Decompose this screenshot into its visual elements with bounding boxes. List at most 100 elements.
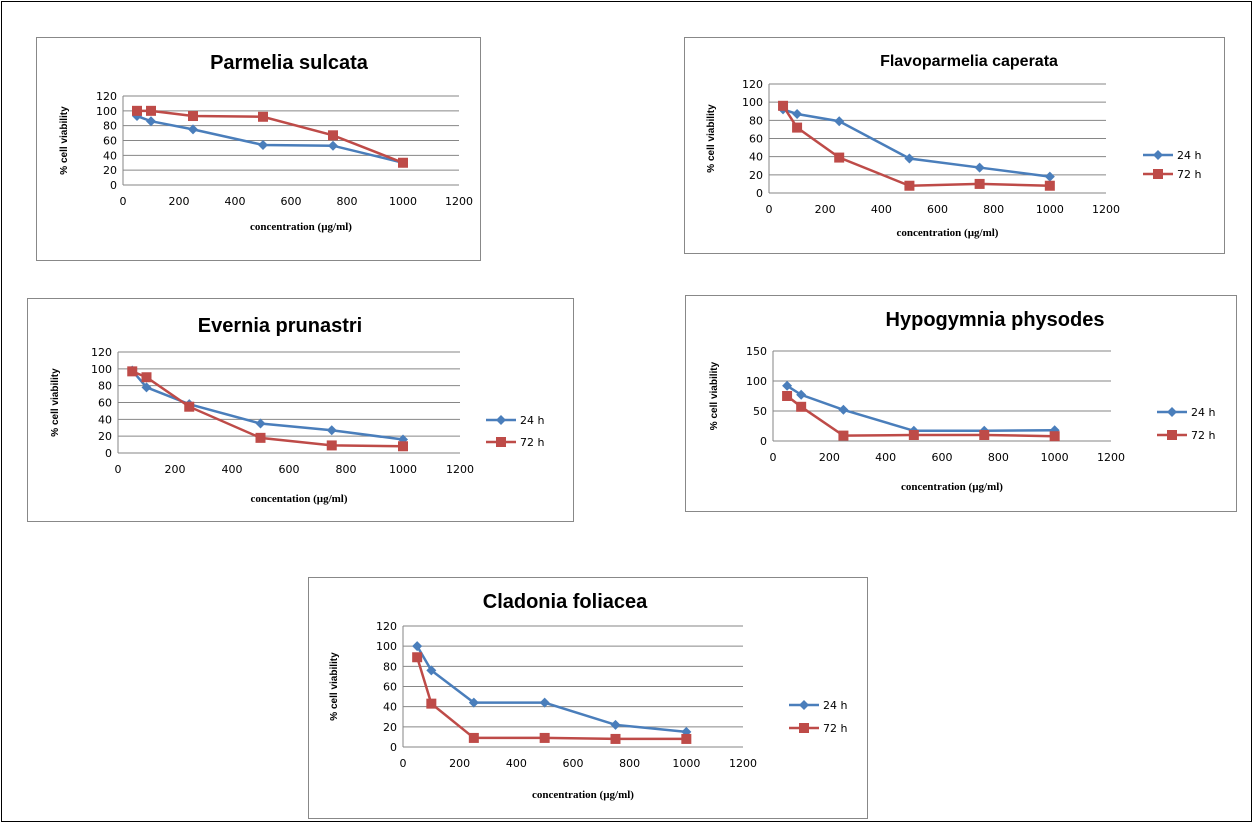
y-tick-label: 80 [98, 380, 112, 393]
x-tick-label: 200 [815, 203, 836, 216]
data-point-24h [834, 116, 845, 127]
data-point-24h [258, 139, 268, 150]
x-tick-label: 1200 [1097, 451, 1125, 464]
data-point-72h [398, 441, 408, 452]
y-tick-label: 80 [749, 114, 763, 127]
data-point-72h [188, 111, 198, 122]
legend-label: 72 h [1177, 168, 1201, 181]
chart-panel-evernia-prunastri: Evernia prunastri 0 20 40 60 80 100 120 0 200 400 6… [27, 298, 574, 522]
legend-marker [1167, 430, 1177, 440]
y-tick-label: 120 [376, 620, 397, 633]
data-point-24h [904, 153, 915, 164]
data-point-72h [782, 391, 793, 401]
x-tick-label: 400 [225, 195, 246, 208]
y-tick-label: 60 [383, 681, 397, 694]
y-tick-label: 100 [96, 105, 117, 118]
x-tick-label: 0 [120, 195, 127, 208]
x-tick-label: 400 [871, 203, 892, 216]
data-point-72h [412, 652, 423, 663]
x-tick-label: 800 [619, 757, 640, 770]
legend-marker [1153, 169, 1163, 179]
data-point-72h [328, 130, 338, 141]
x-tick-label: 1000 [389, 463, 417, 476]
data-point-72h [796, 401, 807, 412]
x-tick-label: 200 [449, 757, 470, 770]
legend-marker [496, 437, 506, 447]
legend-label: 72 h [1191, 429, 1215, 442]
data-point-72h [908, 430, 919, 440]
x-axis-label: concentration (µg/ml) [250, 221, 352, 233]
legend-marker [1167, 407, 1177, 417]
x-tick-label: 200 [165, 463, 186, 476]
data-point-72h [610, 733, 621, 744]
x-tick-label: 0 [770, 451, 777, 464]
y-tick-label: 0 [756, 187, 763, 200]
x-axis-label: concentration (µg/ml) [901, 481, 1003, 493]
data-point-72h [132, 105, 142, 116]
data-point-24h [1044, 171, 1055, 182]
y-tick-label: 40 [98, 413, 112, 426]
y-axis-label: % cell viability [709, 361, 720, 430]
y-axis-label: % cell viability [706, 104, 717, 173]
x-tick-label: 1000 [672, 757, 700, 770]
x-tick-label: 400 [875, 451, 896, 464]
x-tick-label: 1200 [446, 463, 474, 476]
x-tick-label: 200 [169, 195, 190, 208]
x-tick-label: 0 [115, 463, 122, 476]
legend-label: 72 h [823, 722, 847, 735]
data-point-72h [255, 432, 266, 443]
chart-title: Cladonia foliacea [483, 591, 648, 613]
x-tick-label: 1200 [445, 195, 473, 208]
y-tick-label: 20 [98, 430, 112, 443]
data-point-72h [979, 430, 990, 440]
y-axis-label: % cell viability [59, 106, 70, 175]
legend-marker [799, 700, 809, 710]
data-point-72h [834, 152, 845, 163]
data-point-72h [792, 122, 803, 133]
y-tick-label: 100 [91, 363, 112, 376]
data-point-72h [326, 440, 337, 451]
data-point-72h [184, 401, 195, 412]
x-tick-label: 200 [819, 451, 840, 464]
y-tick-label: 80 [383, 660, 397, 673]
data-point-24h [838, 404, 849, 415]
x-tick-label: 0 [400, 757, 407, 770]
data-point-72h [258, 111, 268, 122]
x-tick-label: 600 [281, 195, 302, 208]
y-tick-label: 20 [749, 169, 763, 182]
legend-marker [799, 723, 809, 733]
data-point-24h [255, 418, 266, 429]
x-tick-label: 600 [927, 203, 948, 216]
x-axis-label: concentration (µg/ml) [532, 789, 634, 801]
legend-label: 24 h [520, 414, 544, 427]
data-point-72h [398, 157, 408, 168]
y-tick-label: 120 [91, 346, 112, 359]
chart-title: Evernia prunastri [198, 315, 363, 337]
x-tick-label: 800 [983, 203, 1004, 216]
chart-title: Parmelia sulcata [210, 52, 369, 74]
x-tick-label: 800 [988, 451, 1009, 464]
chart-title: Flavoparmelia caperata [880, 53, 1058, 70]
x-tick-label: 600 [279, 463, 300, 476]
legend-marker [496, 415, 506, 425]
y-tick-label: 40 [383, 701, 397, 714]
x-tick-label: 1200 [1092, 203, 1120, 216]
data-point-24h [328, 140, 338, 151]
x-tick-label: 600 [563, 757, 584, 770]
data-point-72h [127, 366, 138, 377]
x-tick-label: 1000 [389, 195, 417, 208]
legend-label: 24 h [1191, 406, 1215, 419]
data-point-72h [974, 178, 985, 189]
data-point-24h [974, 162, 985, 173]
y-axis-label: % cell viability [50, 368, 61, 437]
data-point-72h [1049, 431, 1060, 442]
y-axis-label: % cell viability [329, 652, 340, 721]
y-tick-label: 60 [98, 397, 112, 410]
y-tick-label: 100 [376, 640, 397, 653]
data-point-72h [426, 698, 437, 709]
x-axis-label: concentation (µg/ml) [250, 493, 347, 505]
y-tick-label: 100 [742, 96, 763, 109]
data-point-72h [904, 180, 915, 191]
